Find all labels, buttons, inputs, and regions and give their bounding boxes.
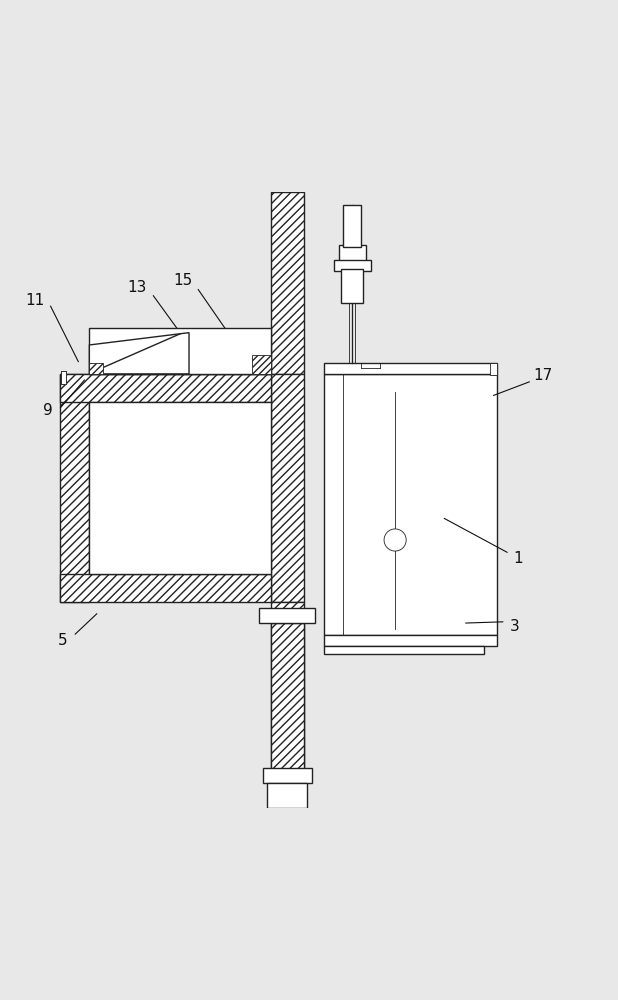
Text: 17: 17 (533, 368, 552, 383)
Bar (341, 269, 363, 303)
Bar (60, 374, 271, 402)
Bar (260, 608, 315, 623)
Bar (271, 192, 305, 374)
Bar (271, 374, 305, 602)
Bar (90, 328, 271, 374)
Bar (60, 574, 271, 602)
Bar (263, 768, 311, 783)
Bar (61, 371, 66, 384)
Bar (491, 363, 497, 375)
Bar (90, 402, 271, 574)
Bar (324, 374, 497, 635)
Text: 9: 9 (43, 403, 53, 418)
Bar (339, 245, 366, 263)
Text: 5: 5 (58, 633, 68, 648)
Text: 13: 13 (127, 280, 146, 295)
Text: 15: 15 (173, 273, 192, 288)
Bar (324, 635, 497, 646)
Bar (268, 783, 308, 808)
Bar (334, 260, 371, 271)
Bar (61, 371, 66, 384)
Bar (324, 363, 497, 374)
Bar (271, 602, 305, 808)
Text: 11: 11 (25, 293, 45, 308)
Bar (90, 363, 103, 374)
Bar (252, 355, 271, 374)
Circle shape (384, 529, 406, 551)
Bar (271, 623, 305, 795)
Text: 1: 1 (514, 551, 523, 566)
Bar (60, 374, 90, 602)
Polygon shape (90, 333, 189, 374)
Bar (344, 205, 361, 247)
Text: 3: 3 (510, 619, 520, 634)
Bar (324, 646, 485, 654)
